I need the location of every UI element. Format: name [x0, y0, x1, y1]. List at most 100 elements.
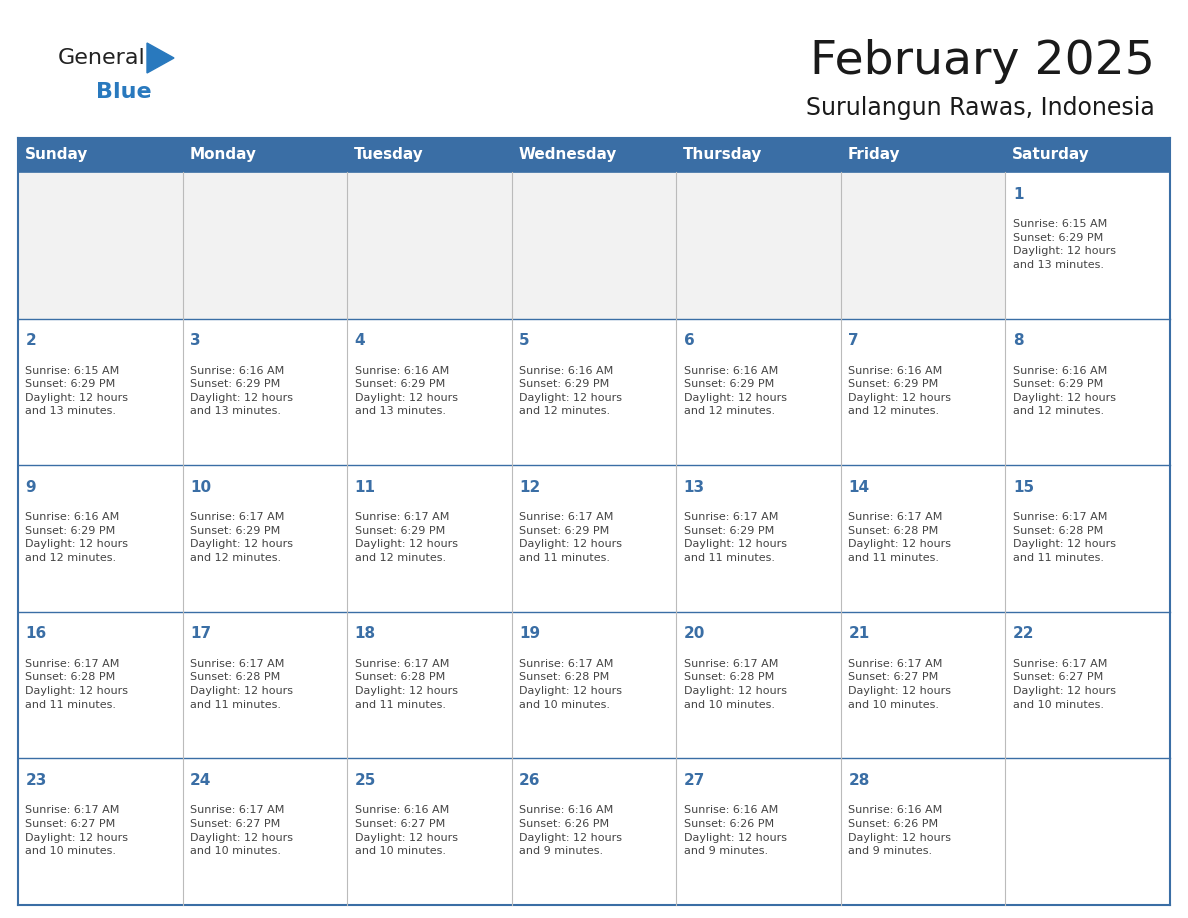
Bar — [841, 465, 1005, 611]
Text: Sunrise: 6:16 AM
Sunset: 6:26 PM
Daylight: 12 hours
and 9 minutes.: Sunrise: 6:16 AM Sunset: 6:26 PM Dayligh… — [519, 805, 623, 856]
Text: 25: 25 — [354, 773, 375, 788]
Text: 14: 14 — [848, 480, 870, 495]
Text: Sunrise: 6:17 AM
Sunset: 6:29 PM
Daylight: 12 hours
and 12 minutes.: Sunrise: 6:17 AM Sunset: 6:29 PM Dayligh… — [354, 512, 457, 563]
Bar — [1005, 611, 1170, 758]
Text: 13: 13 — [683, 480, 704, 495]
Text: 10: 10 — [190, 480, 211, 495]
Text: 3: 3 — [190, 333, 201, 348]
Text: 12: 12 — [519, 480, 541, 495]
Text: Surulangun Rawas, Indonesia: Surulangun Rawas, Indonesia — [807, 96, 1155, 120]
Bar — [18, 758, 183, 905]
Text: Saturday: Saturday — [1012, 148, 1089, 162]
Text: Sunrise: 6:17 AM
Sunset: 6:28 PM
Daylight: 12 hours
and 11 minutes.: Sunrise: 6:17 AM Sunset: 6:28 PM Dayligh… — [354, 659, 457, 710]
Bar — [1005, 172, 1170, 319]
Text: 7: 7 — [848, 333, 859, 348]
Bar — [841, 172, 1005, 319]
Bar — [512, 319, 676, 465]
Text: Sunrise: 6:16 AM
Sunset: 6:26 PM
Daylight: 12 hours
and 9 minutes.: Sunrise: 6:16 AM Sunset: 6:26 PM Dayligh… — [848, 805, 952, 856]
Bar — [183, 319, 347, 465]
Bar — [1005, 758, 1170, 905]
Bar — [841, 611, 1005, 758]
Text: Sunrise: 6:16 AM
Sunset: 6:27 PM
Daylight: 12 hours
and 10 minutes.: Sunrise: 6:16 AM Sunset: 6:27 PM Dayligh… — [354, 805, 457, 856]
Text: Sunrise: 6:17 AM
Sunset: 6:28 PM
Daylight: 12 hours
and 11 minutes.: Sunrise: 6:17 AM Sunset: 6:28 PM Dayligh… — [190, 659, 293, 710]
Text: 9: 9 — [25, 480, 36, 495]
Text: 28: 28 — [848, 773, 870, 788]
Text: Sunrise: 6:16 AM
Sunset: 6:29 PM
Daylight: 12 hours
and 13 minutes.: Sunrise: 6:16 AM Sunset: 6:29 PM Dayligh… — [354, 365, 457, 416]
Text: 11: 11 — [354, 480, 375, 495]
Bar — [512, 758, 676, 905]
Text: 5: 5 — [519, 333, 530, 348]
Text: Sunrise: 6:17 AM
Sunset: 6:28 PM
Daylight: 12 hours
and 11 minutes.: Sunrise: 6:17 AM Sunset: 6:28 PM Dayligh… — [848, 512, 952, 563]
Bar — [18, 172, 183, 319]
Text: Sunrise: 6:16 AM
Sunset: 6:29 PM
Daylight: 12 hours
and 12 minutes.: Sunrise: 6:16 AM Sunset: 6:29 PM Dayligh… — [848, 365, 952, 416]
Bar — [183, 611, 347, 758]
Text: Sunrise: 6:15 AM
Sunset: 6:29 PM
Daylight: 12 hours
and 13 minutes.: Sunrise: 6:15 AM Sunset: 6:29 PM Dayligh… — [25, 365, 128, 416]
Text: Sunrise: 6:17 AM
Sunset: 6:28 PM
Daylight: 12 hours
and 11 minutes.: Sunrise: 6:17 AM Sunset: 6:28 PM Dayligh… — [1013, 512, 1116, 563]
Bar — [18, 138, 1170, 172]
Text: Sunrise: 6:16 AM
Sunset: 6:29 PM
Daylight: 12 hours
and 12 minutes.: Sunrise: 6:16 AM Sunset: 6:29 PM Dayligh… — [519, 365, 623, 416]
Text: Tuesday: Tuesday — [354, 148, 423, 162]
Bar — [18, 611, 183, 758]
Text: 21: 21 — [848, 626, 870, 642]
Text: Sunday: Sunday — [25, 148, 88, 162]
Text: February 2025: February 2025 — [810, 39, 1155, 84]
Bar — [347, 319, 512, 465]
Text: Thursday: Thursday — [683, 148, 763, 162]
Text: Sunrise: 6:16 AM
Sunset: 6:26 PM
Daylight: 12 hours
and 9 minutes.: Sunrise: 6:16 AM Sunset: 6:26 PM Dayligh… — [683, 805, 786, 856]
Text: 1: 1 — [1013, 186, 1023, 202]
Text: Blue: Blue — [96, 82, 152, 102]
Bar — [512, 172, 676, 319]
Text: Sunrise: 6:16 AM
Sunset: 6:29 PM
Daylight: 12 hours
and 12 minutes.: Sunrise: 6:16 AM Sunset: 6:29 PM Dayligh… — [683, 365, 786, 416]
Text: 16: 16 — [25, 626, 46, 642]
Text: 24: 24 — [190, 773, 211, 788]
Text: Sunrise: 6:17 AM
Sunset: 6:28 PM
Daylight: 12 hours
and 11 minutes.: Sunrise: 6:17 AM Sunset: 6:28 PM Dayligh… — [25, 659, 128, 710]
Text: Sunrise: 6:17 AM
Sunset: 6:29 PM
Daylight: 12 hours
and 11 minutes.: Sunrise: 6:17 AM Sunset: 6:29 PM Dayligh… — [519, 512, 623, 563]
Bar — [18, 465, 183, 611]
Text: Sunrise: 6:16 AM
Sunset: 6:29 PM
Daylight: 12 hours
and 12 minutes.: Sunrise: 6:16 AM Sunset: 6:29 PM Dayligh… — [25, 512, 128, 563]
Text: Friday: Friday — [847, 148, 901, 162]
Text: Sunrise: 6:17 AM
Sunset: 6:28 PM
Daylight: 12 hours
and 10 minutes.: Sunrise: 6:17 AM Sunset: 6:28 PM Dayligh… — [519, 659, 623, 710]
Bar — [841, 319, 1005, 465]
Text: Sunrise: 6:16 AM
Sunset: 6:29 PM
Daylight: 12 hours
and 12 minutes.: Sunrise: 6:16 AM Sunset: 6:29 PM Dayligh… — [1013, 365, 1116, 416]
Bar — [347, 172, 512, 319]
Bar — [1005, 319, 1170, 465]
Text: Sunrise: 6:17 AM
Sunset: 6:29 PM
Daylight: 12 hours
and 11 minutes.: Sunrise: 6:17 AM Sunset: 6:29 PM Dayligh… — [683, 512, 786, 563]
Text: 26: 26 — [519, 773, 541, 788]
Bar — [512, 465, 676, 611]
Text: Sunrise: 6:17 AM
Sunset: 6:29 PM
Daylight: 12 hours
and 12 minutes.: Sunrise: 6:17 AM Sunset: 6:29 PM Dayligh… — [190, 512, 293, 563]
Text: Sunrise: 6:17 AM
Sunset: 6:27 PM
Daylight: 12 hours
and 10 minutes.: Sunrise: 6:17 AM Sunset: 6:27 PM Dayligh… — [25, 805, 128, 856]
Bar — [676, 758, 841, 905]
Polygon shape — [147, 43, 173, 73]
Text: Sunrise: 6:17 AM
Sunset: 6:28 PM
Daylight: 12 hours
and 10 minutes.: Sunrise: 6:17 AM Sunset: 6:28 PM Dayligh… — [683, 659, 786, 710]
Text: 6: 6 — [683, 333, 695, 348]
Text: Wednesday: Wednesday — [518, 148, 617, 162]
Text: 22: 22 — [1013, 626, 1035, 642]
Text: 18: 18 — [354, 626, 375, 642]
Text: 17: 17 — [190, 626, 211, 642]
Text: 27: 27 — [683, 773, 704, 788]
Bar — [18, 319, 183, 465]
Bar — [676, 611, 841, 758]
Text: 20: 20 — [683, 626, 704, 642]
Bar — [512, 611, 676, 758]
Text: 19: 19 — [519, 626, 541, 642]
Text: General: General — [58, 48, 146, 68]
Bar — [347, 611, 512, 758]
Text: 4: 4 — [354, 333, 365, 348]
Text: Sunrise: 6:15 AM
Sunset: 6:29 PM
Daylight: 12 hours
and 13 minutes.: Sunrise: 6:15 AM Sunset: 6:29 PM Dayligh… — [1013, 218, 1116, 270]
Text: Sunrise: 6:17 AM
Sunset: 6:27 PM
Daylight: 12 hours
and 10 minutes.: Sunrise: 6:17 AM Sunset: 6:27 PM Dayligh… — [1013, 659, 1116, 710]
Bar — [183, 758, 347, 905]
Bar — [676, 319, 841, 465]
Bar — [347, 758, 512, 905]
Text: 23: 23 — [25, 773, 46, 788]
Text: Monday: Monday — [189, 148, 257, 162]
Bar — [347, 465, 512, 611]
Bar — [183, 172, 347, 319]
Bar — [1005, 465, 1170, 611]
Bar — [676, 172, 841, 319]
Bar — [841, 758, 1005, 905]
Text: 2: 2 — [25, 333, 36, 348]
Text: Sunrise: 6:17 AM
Sunset: 6:27 PM
Daylight: 12 hours
and 10 minutes.: Sunrise: 6:17 AM Sunset: 6:27 PM Dayligh… — [848, 659, 952, 710]
Bar — [676, 465, 841, 611]
Bar — [183, 465, 347, 611]
